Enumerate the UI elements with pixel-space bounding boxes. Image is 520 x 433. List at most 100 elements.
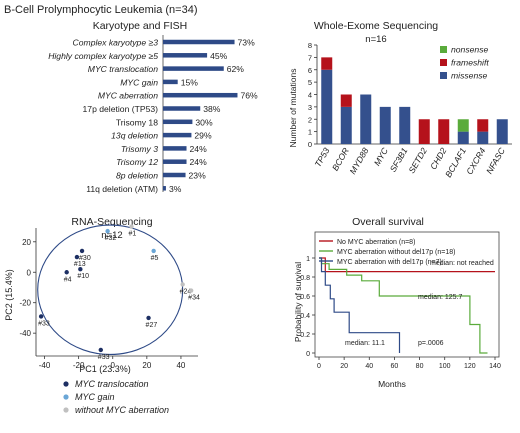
survival-x-tick-label: 0 [317,363,321,370]
karyotype-bar [163,92,238,98]
pca-point [180,282,185,287]
pca-x-tick-label: 0 [111,361,116,370]
karyotype-value-label: 73% [238,38,256,48]
pca-y-tick-label: 0 [27,268,32,277]
wes-y-tick-label: 2 [308,115,312,124]
wes-category-label: CHD2 [428,146,448,171]
survival-annotation: p=.0006 [418,340,444,347]
karyotype-value-label: 45% [210,51,228,61]
pca-y-tick-label: 20 [22,238,31,247]
survival-curve [319,257,488,354]
pca-y-tick-label: -20 [19,299,31,308]
survival-x-tick-label: 80 [416,363,424,370]
wes-category-label: NFASC [484,145,507,175]
pca-point-label: #5 [151,255,159,262]
survival-x-tick-label: 140 [489,363,501,370]
pca-x-tick-label: -40 [39,361,51,370]
karyotype-value-label: 23% [189,171,207,181]
wes-bar-missense [321,69,333,144]
wes-bar-frameshift [418,119,430,144]
karyotype-category-label: 13q deletion [111,131,158,141]
pca-legend-label: MYC gain [75,392,115,402]
karyotype-category-label: Complex karyotype ≥3 [73,38,159,48]
wes-legend-swatch [440,72,447,79]
pca-legend-marker [63,381,69,387]
survival-annotation: median: 125.7 [418,294,462,301]
pca-point [38,314,44,319]
survival-y-tick-label: 0.2 [300,332,310,339]
pca-x-tick-label: -20 [73,361,85,370]
karyotype-category-label: MYC aberration [98,91,158,101]
pca-point [98,347,104,353]
karyotype-category-label: MYC translocation [88,64,158,74]
pca-point [105,228,110,234]
pca-point [78,267,83,272]
pca-point-label: #30 [79,255,91,262]
karyotype-category-label: 17p deletion (TP53) [83,104,159,114]
karyotype-bar [163,146,187,151]
figure-title: B-Cell Prolymphocytic Leukemia (n=34) [4,4,198,16]
pca-point-label: #13 [74,261,86,268]
wes-bar-missense [399,106,411,144]
karyotype-category-label: Highly complex karyotype ≥5 [48,51,158,61]
karyotype-value-label: 38% [203,104,221,114]
survival-legend-label: MYC aberration without del17p (n=18) [337,249,455,256]
wes-bar-missense [379,106,391,144]
pca-point-label: #27 [146,322,158,329]
survival-y-tick-label: 1 [306,256,310,263]
pca-point [151,248,156,254]
wes-y-tick-label: 5 [308,78,312,87]
wes-legend-swatch [440,46,447,53]
wes-category-label: TP53 [313,146,332,169]
wes-chart-subtitle: n=16 [365,34,386,45]
karyotype-bar [163,79,178,85]
pca-point [146,315,151,321]
pca-chart-subtitle: n=12 [101,230,122,241]
wes-y-tick-label: 0 [308,140,312,149]
karyotype-bar [163,172,186,178]
karyotype-category-label: 8p deletion [116,171,158,181]
pca-legend-label: without MYC aberration [75,405,169,415]
karyotype-value-label: 15% [181,77,199,87]
wes-bar-frameshift [438,119,450,144]
pca-point-label: #4 [64,276,72,283]
karyotype-value-label: 24% [190,144,208,154]
pca-x-axis-label: PC1 (23.3%) [79,364,131,374]
pca-y-tick-label: -40 [19,329,31,338]
wes-chart-title: Whole-Exome Sequencing [314,20,438,32]
wes-y-tick-label: 8 [308,41,312,50]
pca-x-tick-label: 40 [176,361,185,370]
karyotype-value-label: 30% [195,117,213,127]
wes-y-axis-label: Number of mutations [288,69,298,148]
pca-point-label: #33 [38,320,50,327]
wes-bar-nonsense [457,119,469,132]
survival-annotation: median: not reached [430,260,494,267]
karyotype-category-label: Trisomy 18 [116,117,158,127]
wes-category-label: MYC [372,145,391,167]
karyotype-bar [163,106,201,111]
survival-x-tick-label: 100 [439,363,451,370]
wes-y-tick-label: 3 [308,103,312,112]
wes-y-tick-label: 6 [308,66,312,75]
karyotype-bar [163,186,166,191]
pca-legend-marker [63,394,69,400]
wes-bar-frameshift [340,94,352,107]
karyotype-category-label: MYC gain [120,77,158,87]
survival-x-axis-label: Months [378,379,406,389]
karyotype-bar [163,159,187,164]
survival-curve [319,257,401,353]
survival-legend-label: No MYC aberration (n=8) [337,239,415,246]
survival-y-tick-label: 0 [306,351,310,358]
survival-x-tick-label: 40 [365,363,373,370]
pca-point-label: #32 [105,235,117,242]
pca-point-label: #1 [128,231,136,238]
wes-bar-missense [340,106,352,144]
wes-bar-missense [360,94,372,144]
karyotype-bar [163,53,208,58]
survival-y-tick-label: 0.4 [300,313,310,320]
wes-chart: Whole-Exome Sequencing n=16 Number of mu… [288,20,512,179]
wes-bar-frameshift [477,119,489,132]
pca-point-label: #34 [188,295,200,302]
karyotype-chart-title: Karyotype and FISH [93,20,188,32]
wes-y-tick-label: 1 [308,128,312,137]
